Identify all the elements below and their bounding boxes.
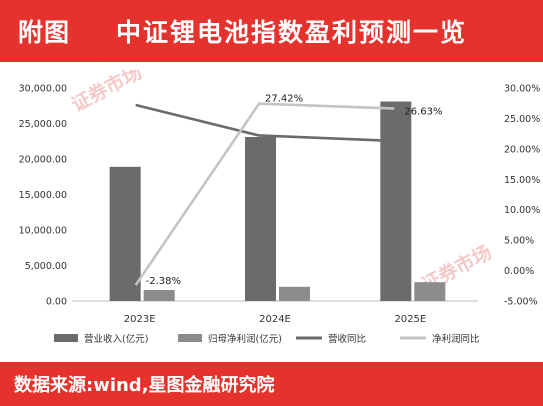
data-label: 26.63% xyxy=(404,107,442,118)
y-left-tick-label: 10,000.00 xyxy=(19,226,67,237)
x-tick-label: 2023E xyxy=(124,314,156,325)
data-label: -2.38% xyxy=(146,276,181,287)
y-right-tick-label: 0.00% xyxy=(504,266,534,277)
earnings-forecast-chart: 证券市场证券市场0.005,000.0010,000.0015,000.0020… xyxy=(19,60,541,345)
y-left-tick-label: 5,000.00 xyxy=(25,261,67,272)
bar-revenue xyxy=(380,101,412,302)
chart-area: 证券市场 证券市场 0.00 5,000.00 10,000.00 15,000.00 20… xyxy=(0,60,543,358)
watermark-text: 证券市场 xyxy=(68,70,146,116)
line-revenue-yoy xyxy=(135,103,395,143)
y-left-tick-label: 30,000.00 xyxy=(19,84,67,95)
bar-revenue xyxy=(245,136,276,301)
header-bar: 附图 中证锂电池指数盈利预测一览 xyxy=(0,0,543,62)
x-tick-label: 2025E xyxy=(394,314,426,325)
y-right-tick-label: -5.00% xyxy=(504,297,538,308)
line-net-profit-yoy xyxy=(134,102,395,286)
y-left-tick-label: 25,000.00 xyxy=(19,119,67,130)
legend-label: 营收同比 xyxy=(328,333,366,345)
legend-label: 营业收入(亿元) xyxy=(84,333,148,345)
y-right-tick-label: 5.00% xyxy=(504,236,534,247)
y-right-tick-label: 30.00% xyxy=(504,84,540,95)
y-right-tick-label: 10.00% xyxy=(504,205,540,216)
y-left-tick-label: 15,000.00 xyxy=(19,190,67,201)
y-left-tick-label: 20,000.00 xyxy=(19,155,67,166)
x-tick-label: 2024E xyxy=(259,314,291,325)
source-note: 数据来源:wind,星图金融研究院 xyxy=(14,375,275,396)
footer-bar: 数据来源:wind,星图金融研究院 xyxy=(0,362,543,406)
bar-net-profit xyxy=(279,286,310,301)
legend-label: 净利润同比 xyxy=(432,333,480,345)
y-right-tick-label: 15.00% xyxy=(504,175,540,186)
legend-label: 归母净利润(亿元) xyxy=(208,333,282,345)
y-left-tick-label: 0.00 xyxy=(46,297,67,308)
header-tag: 附图 xyxy=(18,18,71,47)
legend-swatch xyxy=(54,334,78,342)
bar-revenue xyxy=(109,166,141,301)
legend-swatch xyxy=(178,334,202,342)
bar-net-profit xyxy=(414,282,446,301)
bar-net-profit xyxy=(143,289,175,301)
y-right-tick-label: 20.00% xyxy=(504,144,540,155)
chart-title: 中证锂电池指数盈利预测一览 xyxy=(116,18,468,47)
data-label: 27.42% xyxy=(265,94,303,105)
y-right-tick-label: 25.00% xyxy=(504,114,540,125)
